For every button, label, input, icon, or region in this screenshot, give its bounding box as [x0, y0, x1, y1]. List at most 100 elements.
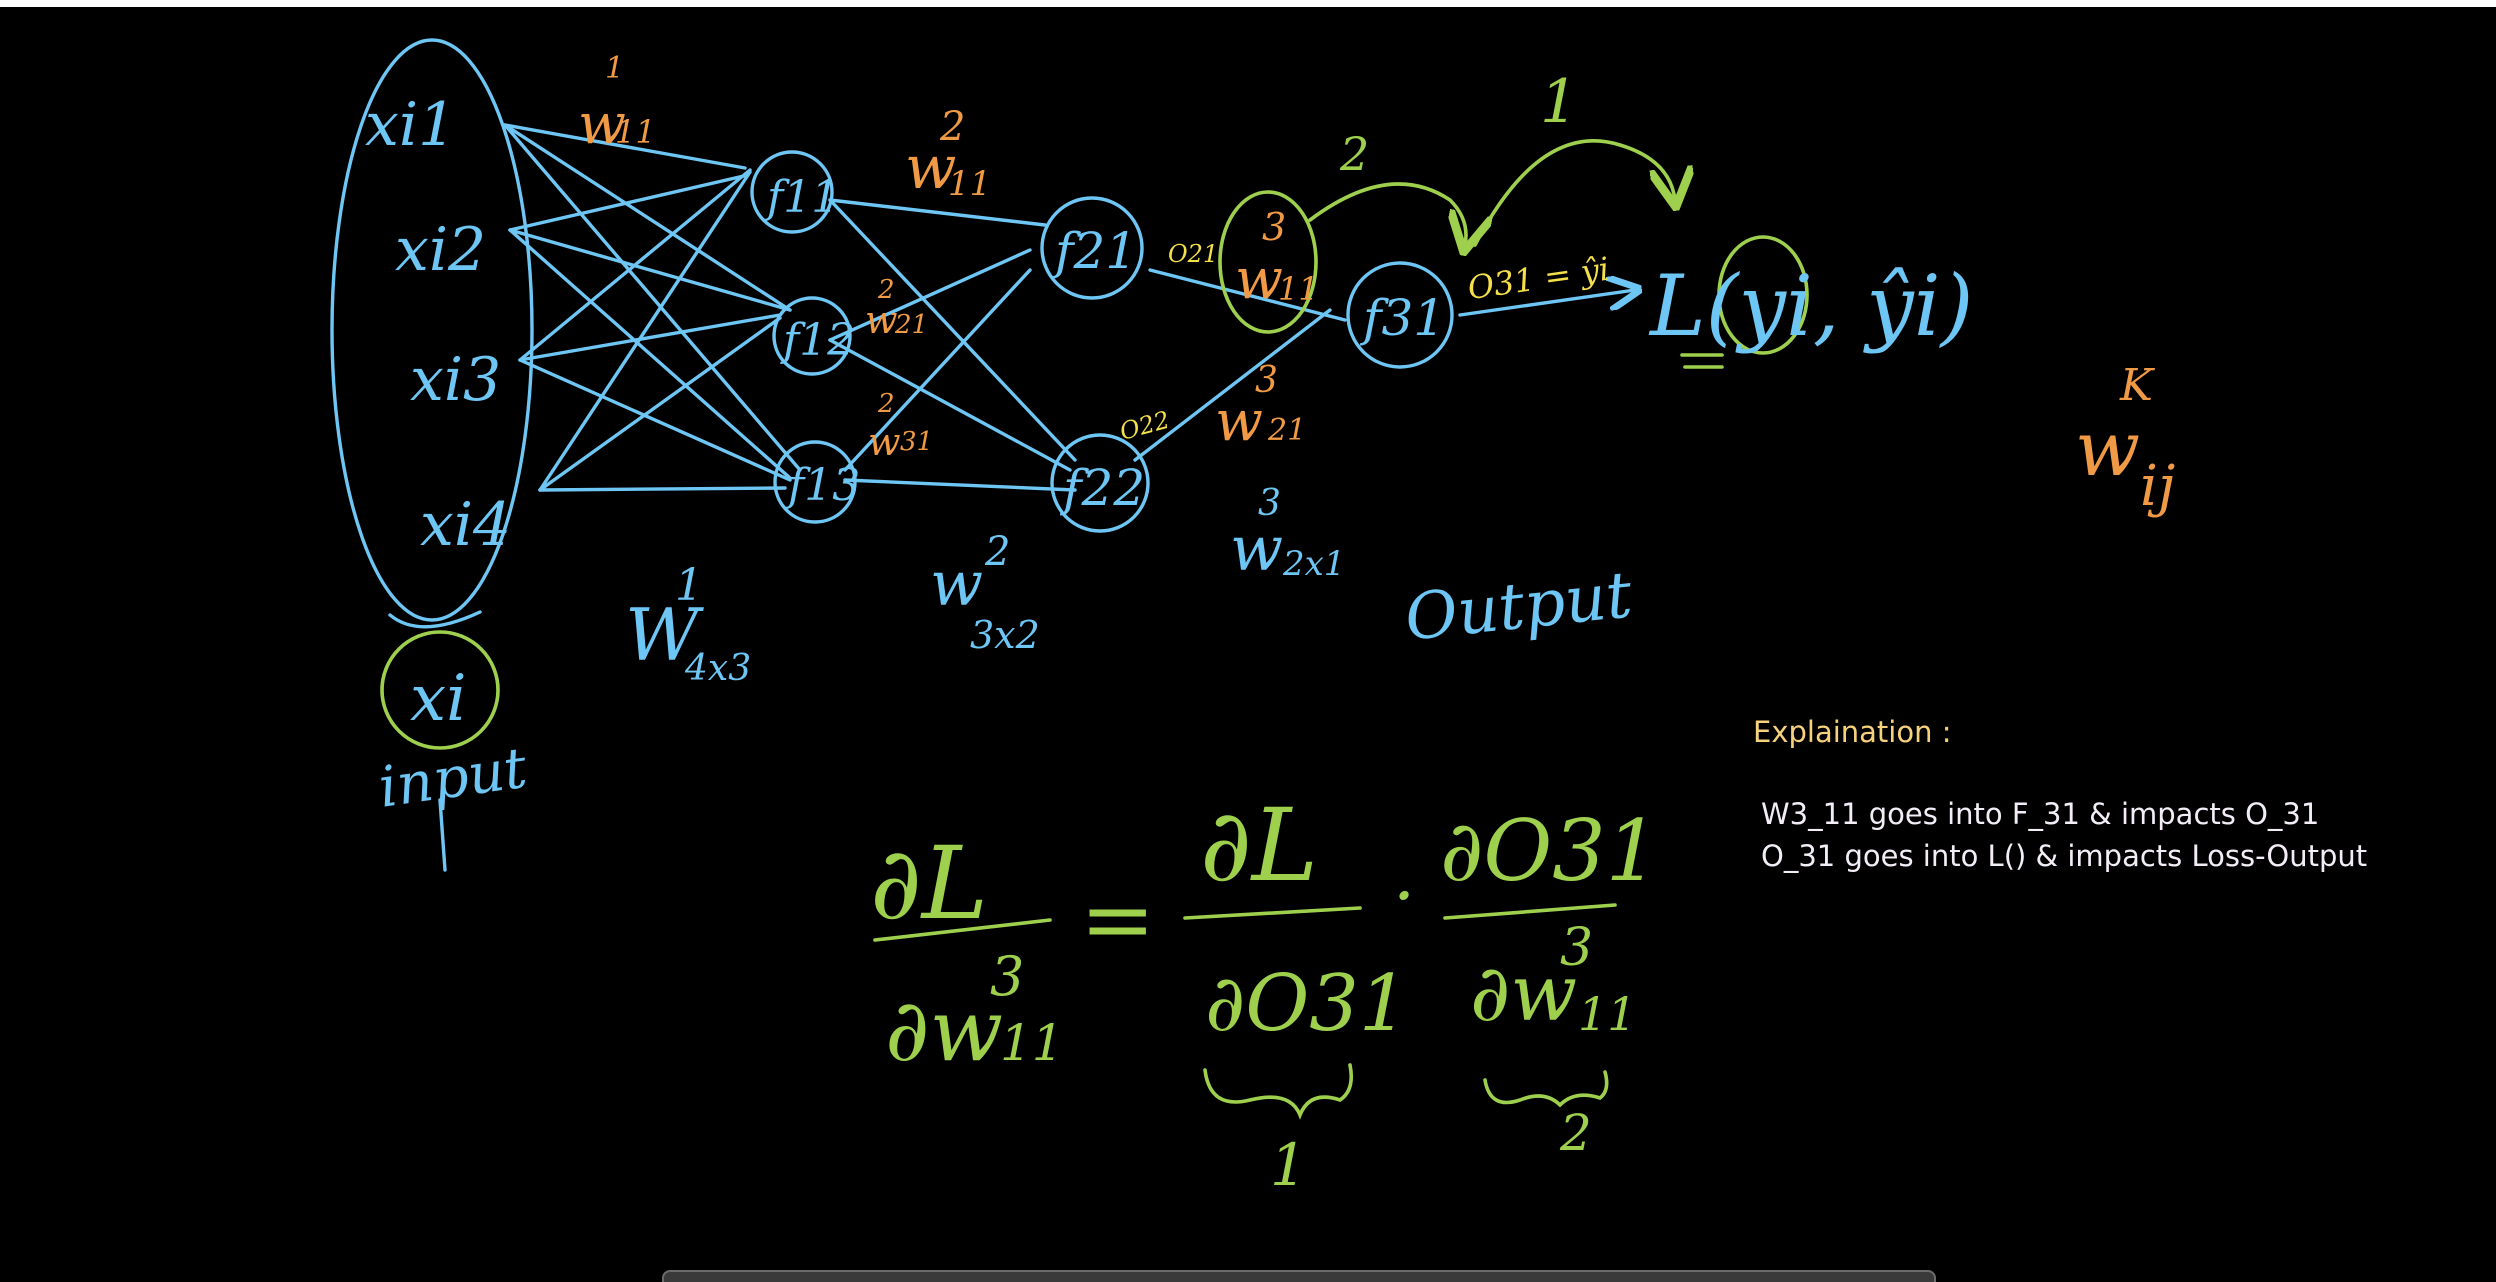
input-xi: xi — [410, 662, 467, 736]
player-control-bar[interactable] — [662, 1270, 1936, 1282]
svg-text:w: w — [930, 547, 983, 620]
eq-term2-fraction-bar — [1443, 903, 1617, 920]
input-xi4: xi4 — [420, 490, 511, 560]
highlight-w311-circle — [1218, 190, 1318, 334]
weight-w3-21: w 3 21 — [1215, 360, 1306, 454]
node-label-f11: f11 — [764, 172, 839, 223]
eq-lhs-numerator: ∂L — [870, 825, 988, 942]
input-layer-ellipse — [330, 38, 534, 622]
node-label-f22: f22 — [1059, 459, 1145, 517]
eq-term1-numerator: ∂L — [1200, 787, 1318, 904]
arrow-label-1: 1 — [1540, 67, 1578, 137]
svg-text:3: 3 — [1255, 360, 1278, 401]
eq-brace-label-2: 2 — [1559, 1104, 1592, 1162]
svg-text:w: w — [1230, 512, 1283, 585]
svg-text:ij: ij — [2140, 454, 2175, 519]
generic-weight-wkij: w K ij — [2075, 360, 2175, 519]
input-xi1: xi1 — [365, 90, 456, 160]
svg-text:31: 31 — [900, 427, 933, 457]
explanation-line: O_31 goes into L() & impacts Loss-Output — [1761, 839, 2368, 873]
explanation-line: W3_11 goes into F_31 & impacts O_31 — [1761, 797, 2320, 831]
explanation-panel: Explaination : W3_11 goes into F_31 & im… — [1753, 715, 2455, 877]
output-o31: O31 = ŷi — [1465, 250, 1611, 307]
eq-term2-den-sub: 11 — [1578, 987, 1637, 1041]
svg-text:1: 1 — [675, 560, 703, 611]
input-xi2: xi2 — [395, 215, 486, 285]
output-o21: O21 — [1168, 240, 1218, 268]
node-label-f21: f21 — [1051, 222, 1137, 280]
svg-text:3x2: 3x2 — [970, 613, 1040, 657]
eq-lhs-fraction-bar — [873, 918, 1052, 942]
matrix-w2: w 2 3x2 — [930, 529, 1040, 657]
svg-text:21: 21 — [894, 310, 928, 340]
svg-text:w: w — [905, 133, 956, 203]
svg-text:11: 11 — [1278, 270, 1319, 308]
input-caption-tail — [438, 798, 447, 872]
weight-w1-11: w 1 11 — [578, 51, 656, 157]
svg-text:11: 11 — [615, 113, 656, 151]
weight-w3-11: w 3 11 — [1235, 205, 1319, 312]
weight-w2-11: w 2 11 — [905, 104, 991, 204]
arrow-label-2: 2 — [1339, 127, 1369, 181]
svg-text:2: 2 — [877, 389, 895, 419]
eq-term2-denominator: ∂w — [1470, 949, 1577, 1039]
output-o22: O22 — [1117, 406, 1173, 446]
eq-dot: · — [1393, 855, 1415, 937]
output-word: Output — [1402, 558, 1636, 655]
neuron-f11 — [750, 150, 834, 234]
svg-text:2: 2 — [877, 275, 895, 305]
eq-brace-label-1: 1 — [1270, 1131, 1307, 1199]
matrix-w3: w 3 2x1 — [1230, 483, 1345, 585]
weight-w2-21: w 2 21 — [865, 275, 928, 342]
svg-text:w: w — [868, 420, 901, 464]
svg-text:3: 3 — [1258, 483, 1281, 524]
node-label-f12: f12 — [780, 315, 855, 366]
svg-text:11: 11 — [948, 164, 991, 204]
eq-term1-denominator: ∂O31 — [1205, 959, 1409, 1049]
eq-term1-fraction-bar — [1183, 906, 1362, 920]
arrow-2 — [1308, 182, 1466, 245]
svg-text:2: 2 — [984, 529, 1010, 575]
neuron-f22 — [1050, 433, 1150, 533]
highlight-input-circle — [380, 630, 500, 750]
chain-rule-equation: ∂L ∂w 3 11 = ∂L ∂O31 · ∂O31 ∂w 3 11 1 2 — [870, 787, 1659, 1199]
node-label-f31: f31 — [1359, 289, 1445, 347]
svg-text:3: 3 — [1262, 205, 1286, 249]
matrix-w1: W 1 4x3 — [625, 560, 751, 689]
weight-w2-31: w 2 31 — [868, 389, 933, 464]
eq-brace-1 — [1203, 1063, 1354, 1120]
layer2-connections — [828, 198, 1077, 492]
input-xi3: xi3 — [410, 345, 501, 415]
arrow-1 — [1473, 139, 1675, 247]
loss-function: L(yi, ŷi) — [1648, 257, 1973, 355]
top-window-edge — [0, 0, 2496, 7]
svg-text:2x1: 2x1 — [1282, 544, 1345, 584]
highlight-yi-circle — [1717, 235, 1809, 355]
neuron-f31 — [1346, 261, 1454, 369]
neuron-f13 — [773, 440, 857, 524]
layer3-connections — [1133, 268, 1635, 462]
svg-text:W: W — [625, 593, 704, 677]
node-label-f13: f13 — [785, 460, 860, 511]
input-caption: input — [375, 736, 531, 821]
svg-text:K: K — [2119, 360, 2155, 411]
svg-text:w: w — [1235, 247, 1283, 312]
neuron-f21 — [1040, 196, 1144, 300]
svg-text:w: w — [1215, 389, 1263, 454]
layer1-connections — [503, 123, 802, 492]
eq-brace-2 — [1483, 1070, 1609, 1108]
eq-term2-numerator: ∂O31 — [1440, 802, 1659, 900]
input-brace — [388, 610, 482, 629]
eq-lhs-denominator: ∂w — [885, 981, 1003, 1081]
eq-term2-den-sup: 3 — [1560, 918, 1593, 978]
svg-text:w: w — [865, 298, 898, 342]
svg-text:w: w — [2075, 404, 2140, 493]
eq-lhs-den-sup: 3 — [990, 945, 1024, 1008]
svg-text:2: 2 — [939, 104, 965, 150]
neuron-f12 — [772, 296, 852, 376]
svg-text:21: 21 — [1267, 413, 1306, 448]
svg-text:w: w — [578, 92, 626, 157]
eq-lhs-den-sub: 11 — [1000, 1014, 1064, 1072]
